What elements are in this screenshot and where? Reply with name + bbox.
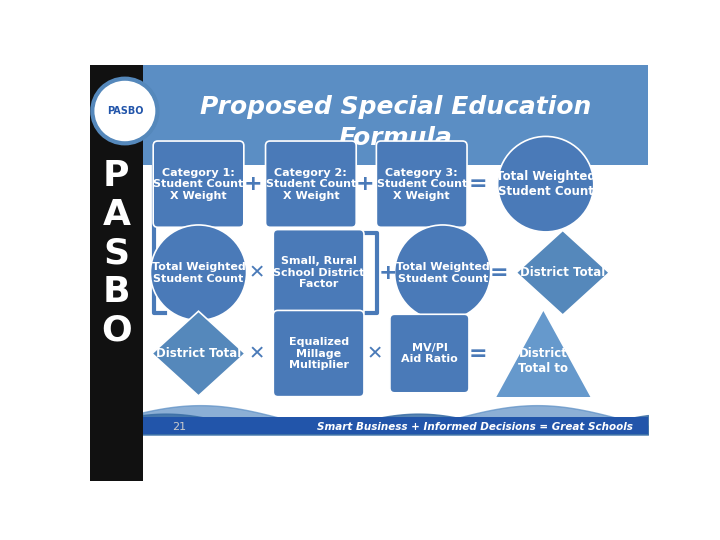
Bar: [143, 65, 648, 165]
Text: Category 2:
Student Count
X Weight: Category 2: Student Count X Weight: [266, 167, 356, 201]
Text: Category 1:
Student Count
X Weight: Category 1: Student Count X Weight: [153, 167, 243, 201]
Text: Equalized
Millage
Multiplier: Equalized Millage Multiplier: [289, 337, 348, 370]
FancyBboxPatch shape: [274, 310, 364, 397]
Text: Proposed Special Education: Proposed Special Education: [199, 95, 591, 119]
Circle shape: [395, 225, 490, 320]
Text: Total Weighted
Student Count: Total Weighted Student Count: [152, 262, 246, 284]
FancyBboxPatch shape: [390, 314, 469, 393]
FancyBboxPatch shape: [274, 230, 364, 316]
Text: =: =: [468, 174, 487, 194]
Text: S: S: [103, 237, 130, 271]
Text: A: A: [102, 198, 130, 232]
Text: +: +: [379, 262, 397, 283]
Polygon shape: [495, 309, 592, 398]
Text: Small, Rural
School District
Factor: Small, Rural School District Factor: [273, 256, 364, 289]
Circle shape: [498, 137, 594, 232]
Text: +: +: [356, 174, 374, 194]
Text: PASBO: PASBO: [107, 106, 143, 116]
Text: =: =: [490, 262, 508, 283]
Text: Total Weighted
Student Count: Total Weighted Student Count: [396, 262, 490, 284]
Polygon shape: [152, 311, 245, 396]
Polygon shape: [516, 231, 609, 315]
Text: Smart Business + Informed Decisions = Great Schools: Smart Business + Informed Decisions = Gr…: [317, 422, 632, 431]
Text: District
Total to: District Total to: [518, 347, 568, 375]
Text: District Total: District Total: [520, 266, 606, 279]
Text: Formula: Formula: [338, 126, 452, 150]
Text: ✕: ✕: [248, 344, 265, 363]
FancyBboxPatch shape: [377, 141, 467, 227]
Text: +: +: [243, 174, 262, 194]
FancyBboxPatch shape: [266, 141, 356, 227]
Text: O: O: [101, 313, 132, 347]
Text: MV/PI
Aid Ratio: MV/PI Aid Ratio: [401, 343, 458, 364]
Bar: [143, 65, 648, 434]
FancyBboxPatch shape: [153, 141, 244, 227]
Text: District Total: District Total: [156, 347, 241, 360]
Bar: [143, 417, 648, 434]
Circle shape: [92, 79, 158, 143]
Text: ✕: ✕: [248, 263, 265, 282]
Text: B: B: [102, 275, 130, 309]
Text: P: P: [103, 159, 130, 193]
Text: Category 3:
Student Count
X Weight: Category 3: Student Count X Weight: [377, 167, 467, 201]
Bar: [90, 65, 143, 481]
Text: =: =: [468, 343, 487, 363]
Text: Total Weighted
Student Count: Total Weighted Student Count: [496, 170, 595, 198]
Circle shape: [150, 225, 246, 320]
Text: 21: 21: [172, 422, 186, 431]
Text: ✕: ✕: [367, 344, 383, 363]
